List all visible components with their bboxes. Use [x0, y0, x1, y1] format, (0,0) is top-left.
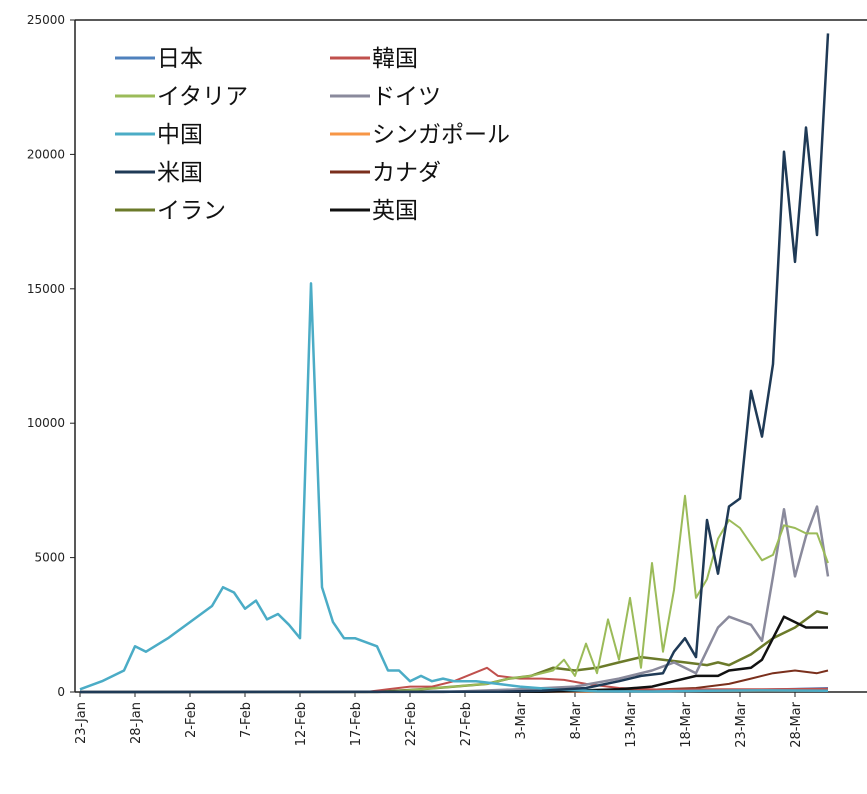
x-tick-label: 8-Mar — [569, 701, 584, 739]
series-line — [80, 494, 829, 693]
x-tick-label: 12-Feb — [294, 702, 309, 746]
series-line — [79, 282, 829, 693]
y-tick-label: 15000 — [27, 282, 65, 296]
series-line — [79, 615, 828, 694]
y-tick-label: 5000 — [34, 551, 65, 565]
series-line — [79, 33, 830, 694]
legend-label: 日本 — [157, 46, 203, 72]
x-tick-label: 2-Feb — [184, 702, 199, 738]
series-line — [80, 610, 829, 694]
series-line — [80, 505, 830, 694]
legend-label: イタリア — [157, 84, 248, 110]
legend-label: イラン — [157, 198, 226, 224]
y-tick-label: 10000 — [27, 416, 65, 430]
x-tick-label: 28-Mar — [789, 701, 804, 747]
series-line — [80, 666, 829, 693]
series-lines — [79, 33, 830, 694]
x-tick-label: 23-Jan — [74, 702, 89, 744]
legend-label: 中国 — [157, 122, 203, 148]
x-tick-label: 13-Mar — [624, 701, 639, 747]
x-tick-label: 22-Feb — [404, 702, 419, 746]
x-tick-label: 17-Feb — [349, 702, 364, 746]
y-tick-label: 0 — [57, 685, 65, 699]
legend-label: 米国 — [157, 160, 203, 186]
legend-label: シンガポール — [372, 122, 510, 148]
x-tick-label: 28-Jan — [129, 702, 144, 744]
x-tick-label: 27-Feb — [459, 702, 474, 746]
legend-label: ドイツ — [372, 84, 441, 110]
legend-label: 韓国 — [372, 46, 418, 72]
legend-label: 英国 — [372, 198, 418, 224]
axes: 0 5000 10000 15000 20000 25000 23-Jan 28-Jan 2-F… — [27, 13, 867, 748]
legend-label: カナダ — [372, 160, 441, 186]
y-tick-label: 25000 — [27, 13, 65, 27]
x-tick-label: 3-Mar — [514, 701, 529, 739]
x-tick-label: 7-Feb — [239, 702, 254, 738]
x-tick-label: 23-Mar — [734, 701, 749, 747]
x-tick-label: 18-Mar — [679, 701, 694, 747]
y-tick-label: 20000 — [27, 147, 65, 161]
